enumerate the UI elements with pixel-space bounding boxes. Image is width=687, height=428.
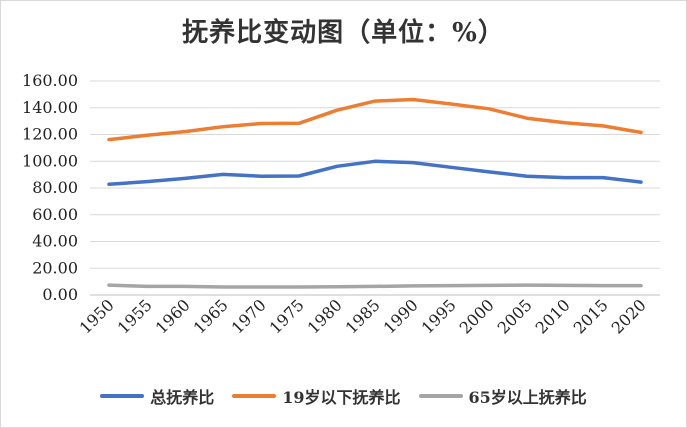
y-tick-label: 80.00 — [32, 178, 78, 197]
y-tick-label: 160.00 — [22, 71, 78, 90]
legend-swatch-youth — [232, 394, 277, 398]
legend: 总抚养比 19岁以下抚养比 65岁以上抚养比 — [0, 384, 687, 408]
x-tick-label: 1960 — [152, 295, 194, 337]
y-tick-label: 60.00 — [32, 205, 78, 224]
y-tick-label: 0.00 — [42, 285, 78, 304]
y-tick-label: 120.00 — [22, 125, 78, 144]
y-tick-label: 100.00 — [22, 151, 78, 170]
x-tick-label: 1980 — [304, 295, 346, 337]
x-axis-ticks: 1950195519601965197019751980198519901995… — [76, 295, 650, 337]
series-line-1 — [107, 97, 643, 142]
x-tick-label: 1990 — [380, 295, 422, 337]
y-tick-label: 40.00 — [32, 232, 78, 251]
legend-item-youth: 19岁以下抚养比 — [232, 384, 401, 408]
y-axis-ticks: 0.00 20.00 40.00 60.00 80.00 100.00 120.00 140.… — [22, 71, 78, 304]
legend-item-total: 总抚养比 — [100, 384, 214, 408]
legend-label-elderly: 65岁以上抚养比 — [468, 388, 587, 407]
x-tick-label: 1975 — [266, 295, 308, 337]
chart-title: 抚养比变动图（单位：%） — [182, 18, 505, 48]
x-tick-label: 2005 — [494, 295, 536, 337]
x-tick-label: 1970 — [228, 295, 270, 337]
x-tick-label: 1955 — [114, 295, 156, 337]
x-tick-label: 1985 — [342, 295, 384, 337]
x-tick-label: 1965 — [190, 295, 232, 337]
x-tick-label: 2015 — [570, 295, 612, 337]
x-tick-label: 2000 — [456, 295, 498, 337]
legend-label-total: 总抚养比 — [150, 388, 215, 407]
legend-swatch-elderly — [418, 394, 463, 398]
legend-item-elderly: 65岁以上抚养比 — [418, 384, 587, 408]
series-lines — [107, 97, 643, 289]
x-tick-label: 1950 — [76, 295, 118, 337]
x-tick-label: 2010 — [532, 295, 574, 337]
legend-swatch-total — [100, 394, 145, 398]
gridlines — [90, 80, 660, 296]
series-line-2 — [107, 283, 643, 289]
x-tick-label: 2020 — [608, 295, 650, 337]
legend-label-youth: 19岁以下抚养比 — [282, 388, 401, 407]
y-tick-label: 140.00 — [22, 98, 78, 117]
x-tick-label: 1995 — [418, 295, 460, 337]
y-tick-label: 20.00 — [32, 258, 78, 277]
series-line-0 — [107, 159, 643, 187]
